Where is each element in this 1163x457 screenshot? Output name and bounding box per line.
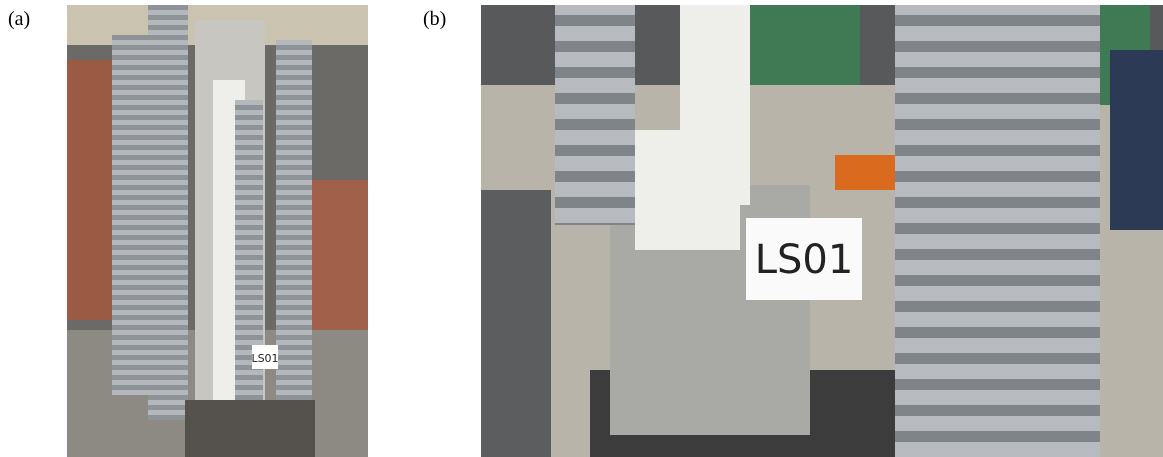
photo-a: LS01 [67,5,368,457]
photo-b: LS01 [481,5,1163,457]
sign-text: LS01 [251,352,278,365]
photos: LS01 LS01 [0,0,1163,457]
figure: (a) (b) [0,0,1163,457]
sign-text: LS01 [755,237,854,283]
